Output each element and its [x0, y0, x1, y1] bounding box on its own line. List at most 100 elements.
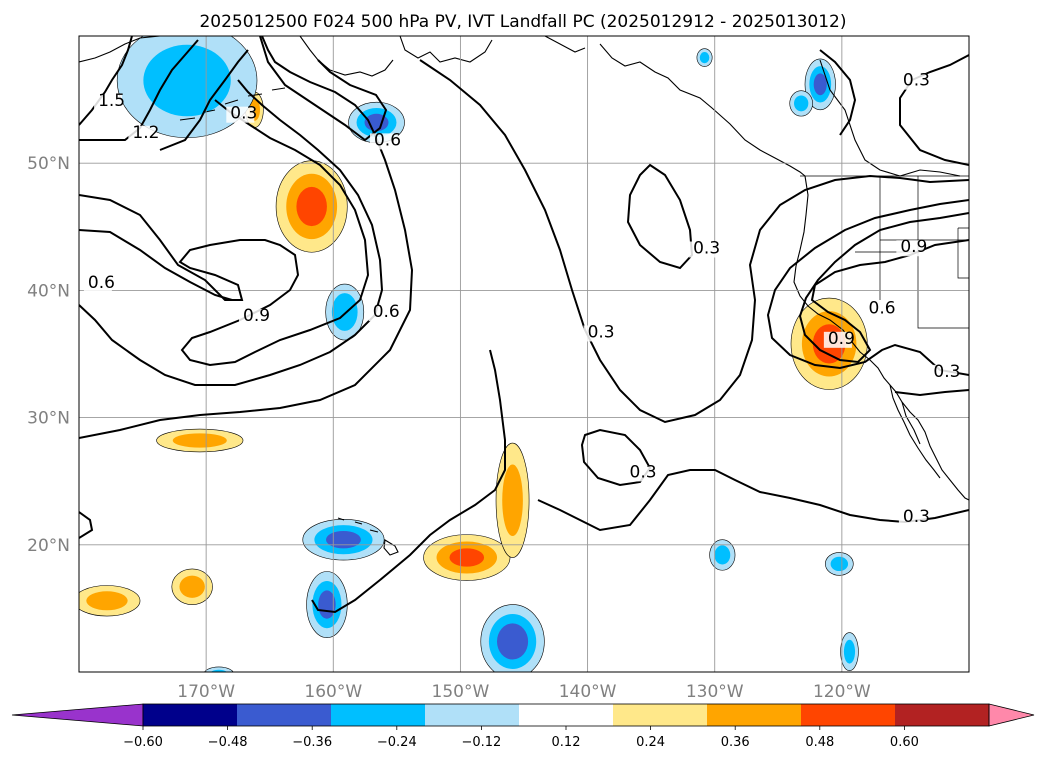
pv-region-band — [813, 73, 827, 96]
pv-region — [325, 283, 365, 341]
lat-tick-label: 40°N — [27, 281, 70, 301]
colorbar-extend-high — [988, 703, 1035, 727]
contour-label: 0.9 — [243, 306, 270, 326]
pv-region-band — [699, 52, 710, 64]
contour-line-lower-0-3 — [311, 349, 506, 614]
contour-line-closed-0-3 — [580, 428, 652, 487]
contour-label: 0.6 — [869, 298, 896, 318]
lon-tick-label: 120°W — [813, 682, 871, 702]
pv-region-band — [172, 433, 227, 448]
contour-label: 0.6 — [88, 273, 115, 293]
colorbar-tick-label: 0.12 — [552, 735, 581, 750]
colorbar: −0.60 −0.48 −0.36 −0.24 −0.12 0.12 0.24 0.36 0.4… — [11, 703, 1035, 750]
pv-region-band — [210, 669, 227, 672]
pv-region-band — [794, 95, 809, 112]
contour-line-california-0-6 — [766, 199, 969, 376]
baja-peninsula — [889, 384, 941, 479]
pv-region-band — [86, 591, 128, 611]
pv-region — [116, 36, 258, 139]
contour-label: 0.9 — [900, 237, 927, 257]
colorbar-tick-label: 0.36 — [721, 735, 750, 750]
pv-region-band — [143, 44, 231, 117]
axis-tick-labels: 170°W 160°W 150°W 140°W 130°W 120°W 20°N 30°N 40… — [27, 154, 871, 702]
contour-label-bg — [94, 93, 123, 110]
colorbar-segment — [331, 704, 425, 726]
lat-tick-label: 50°N — [27, 154, 70, 174]
lon-tick-label: 160°W — [304, 682, 362, 702]
contour-label: 0.3 — [903, 507, 930, 527]
contour-label: 0.9 — [828, 329, 855, 349]
pv-region-band — [326, 530, 361, 549]
lat-tick-label: 20°N — [27, 536, 70, 556]
pv-region-band — [449, 548, 485, 567]
contour-label: 0.3 — [230, 104, 257, 124]
contour-label-bg — [369, 133, 398, 150]
lon-tick-label: 170°W — [177, 682, 235, 702]
contour-label: 1.2 — [132, 123, 159, 143]
contour-line-northeast-0-3 — [819, 49, 857, 136]
contour-line-west-edge — [79, 511, 94, 539]
contour-line-southeast-0-3 — [537, 469, 969, 532]
contour-label-bg — [898, 73, 927, 90]
contour-label-bg — [896, 240, 925, 257]
contour-label-bg — [239, 308, 268, 325]
pv-region — [79, 585, 141, 617]
pv-region — [789, 90, 813, 117]
colorbar-extend-low — [11, 703, 144, 727]
pv-region — [306, 571, 348, 638]
colorbar-tick-label: −0.12 — [461, 735, 501, 750]
colorbar-tick-label: 0.60 — [890, 735, 919, 750]
lon-tick-label: 140°W — [559, 682, 617, 702]
colorbar-segment — [613, 704, 707, 726]
contour-label-bg — [929, 364, 958, 381]
contour-line-1-5 — [79, 36, 133, 126]
pv-region — [204, 666, 234, 672]
colorbar-segment — [425, 704, 519, 726]
contour-label: 0.6 — [373, 302, 400, 322]
lon-tick-label: 130°W — [686, 682, 744, 702]
contour-label-bg — [583, 325, 612, 342]
contour-label: 0.3 — [588, 322, 615, 342]
pv-region — [275, 160, 348, 253]
chart-title: 2025012500 F024 500 hPa PV, IVT Landfall… — [199, 12, 846, 32]
pv-region-band — [714, 545, 731, 565]
contour-label-bg — [864, 301, 893, 318]
contour-label: 0.3 — [630, 462, 657, 482]
alaska-islands — [179, 87, 286, 121]
colorbar-segment — [707, 704, 801, 726]
pv-region — [840, 632, 859, 672]
contour-line-california-0-9 — [798, 212, 969, 364]
pv-region — [804, 58, 836, 111]
colorbar-segment — [801, 704, 895, 726]
contour-labels: 1.5 1.2 0.3 0.6 0.6 0.9 0.6 0.3 0.3 0.3 0.3 0.9 0.6 0… — [83, 71, 960, 527]
colorbar-tick-label: −0.36 — [292, 735, 332, 750]
pv-region — [423, 534, 511, 581]
colorbar-segment — [237, 704, 331, 726]
contour-label: 1.5 — [98, 91, 125, 111]
colorbar-segment — [143, 704, 237, 726]
contour-line-east-0-3 — [899, 54, 969, 166]
contour-line-1-2 — [79, 39, 199, 141]
contour-label: 0.3 — [693, 239, 720, 259]
lat-tick-label: 30°N — [27, 409, 70, 429]
contour-label-bg — [625, 465, 654, 482]
pv-region-band — [497, 623, 529, 660]
pv-region-band — [204, 666, 234, 672]
colorbar-tick-label: 0.48 — [805, 735, 834, 750]
colorbar-tick-label: 0.24 — [636, 735, 665, 750]
canada-interior-coast — [819, 59, 961, 177]
contour-line-north-0-3 — [159, 49, 249, 151]
contour-label-bg — [83, 275, 112, 292]
colorbar-segment — [519, 704, 613, 726]
contour-label: 0.3 — [903, 71, 930, 91]
pv-region-band — [843, 639, 856, 664]
contour-line-california-inner — [894, 389, 969, 397]
colorbar-tick-label: −0.24 — [377, 735, 417, 750]
pv-region — [480, 604, 545, 672]
pv-region-band — [502, 464, 523, 537]
grid-layer — [79, 36, 969, 672]
pv-region — [709, 539, 736, 571]
colorbar-segment — [895, 704, 989, 726]
contour-label: 0.3 — [933, 362, 960, 382]
